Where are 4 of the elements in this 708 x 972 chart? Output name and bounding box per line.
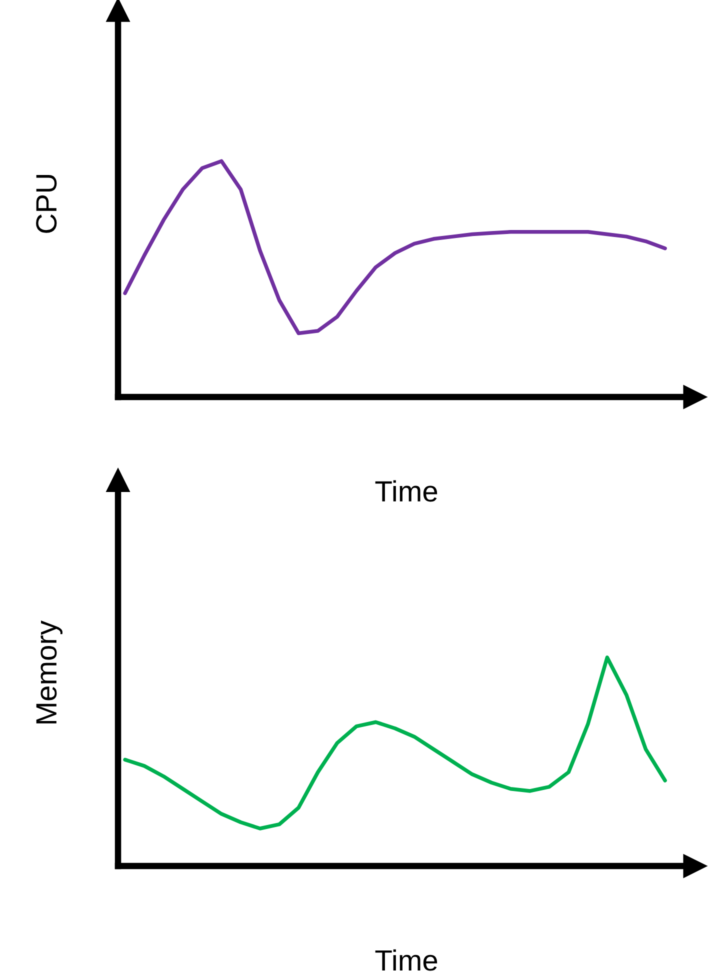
- x-axis-title: Time: [375, 480, 438, 502]
- y-axis-title: Memory: [36, 620, 62, 724]
- y-axis-title: CPU: [36, 175, 57, 233]
- x-axis-title: Time: [375, 949, 438, 971]
